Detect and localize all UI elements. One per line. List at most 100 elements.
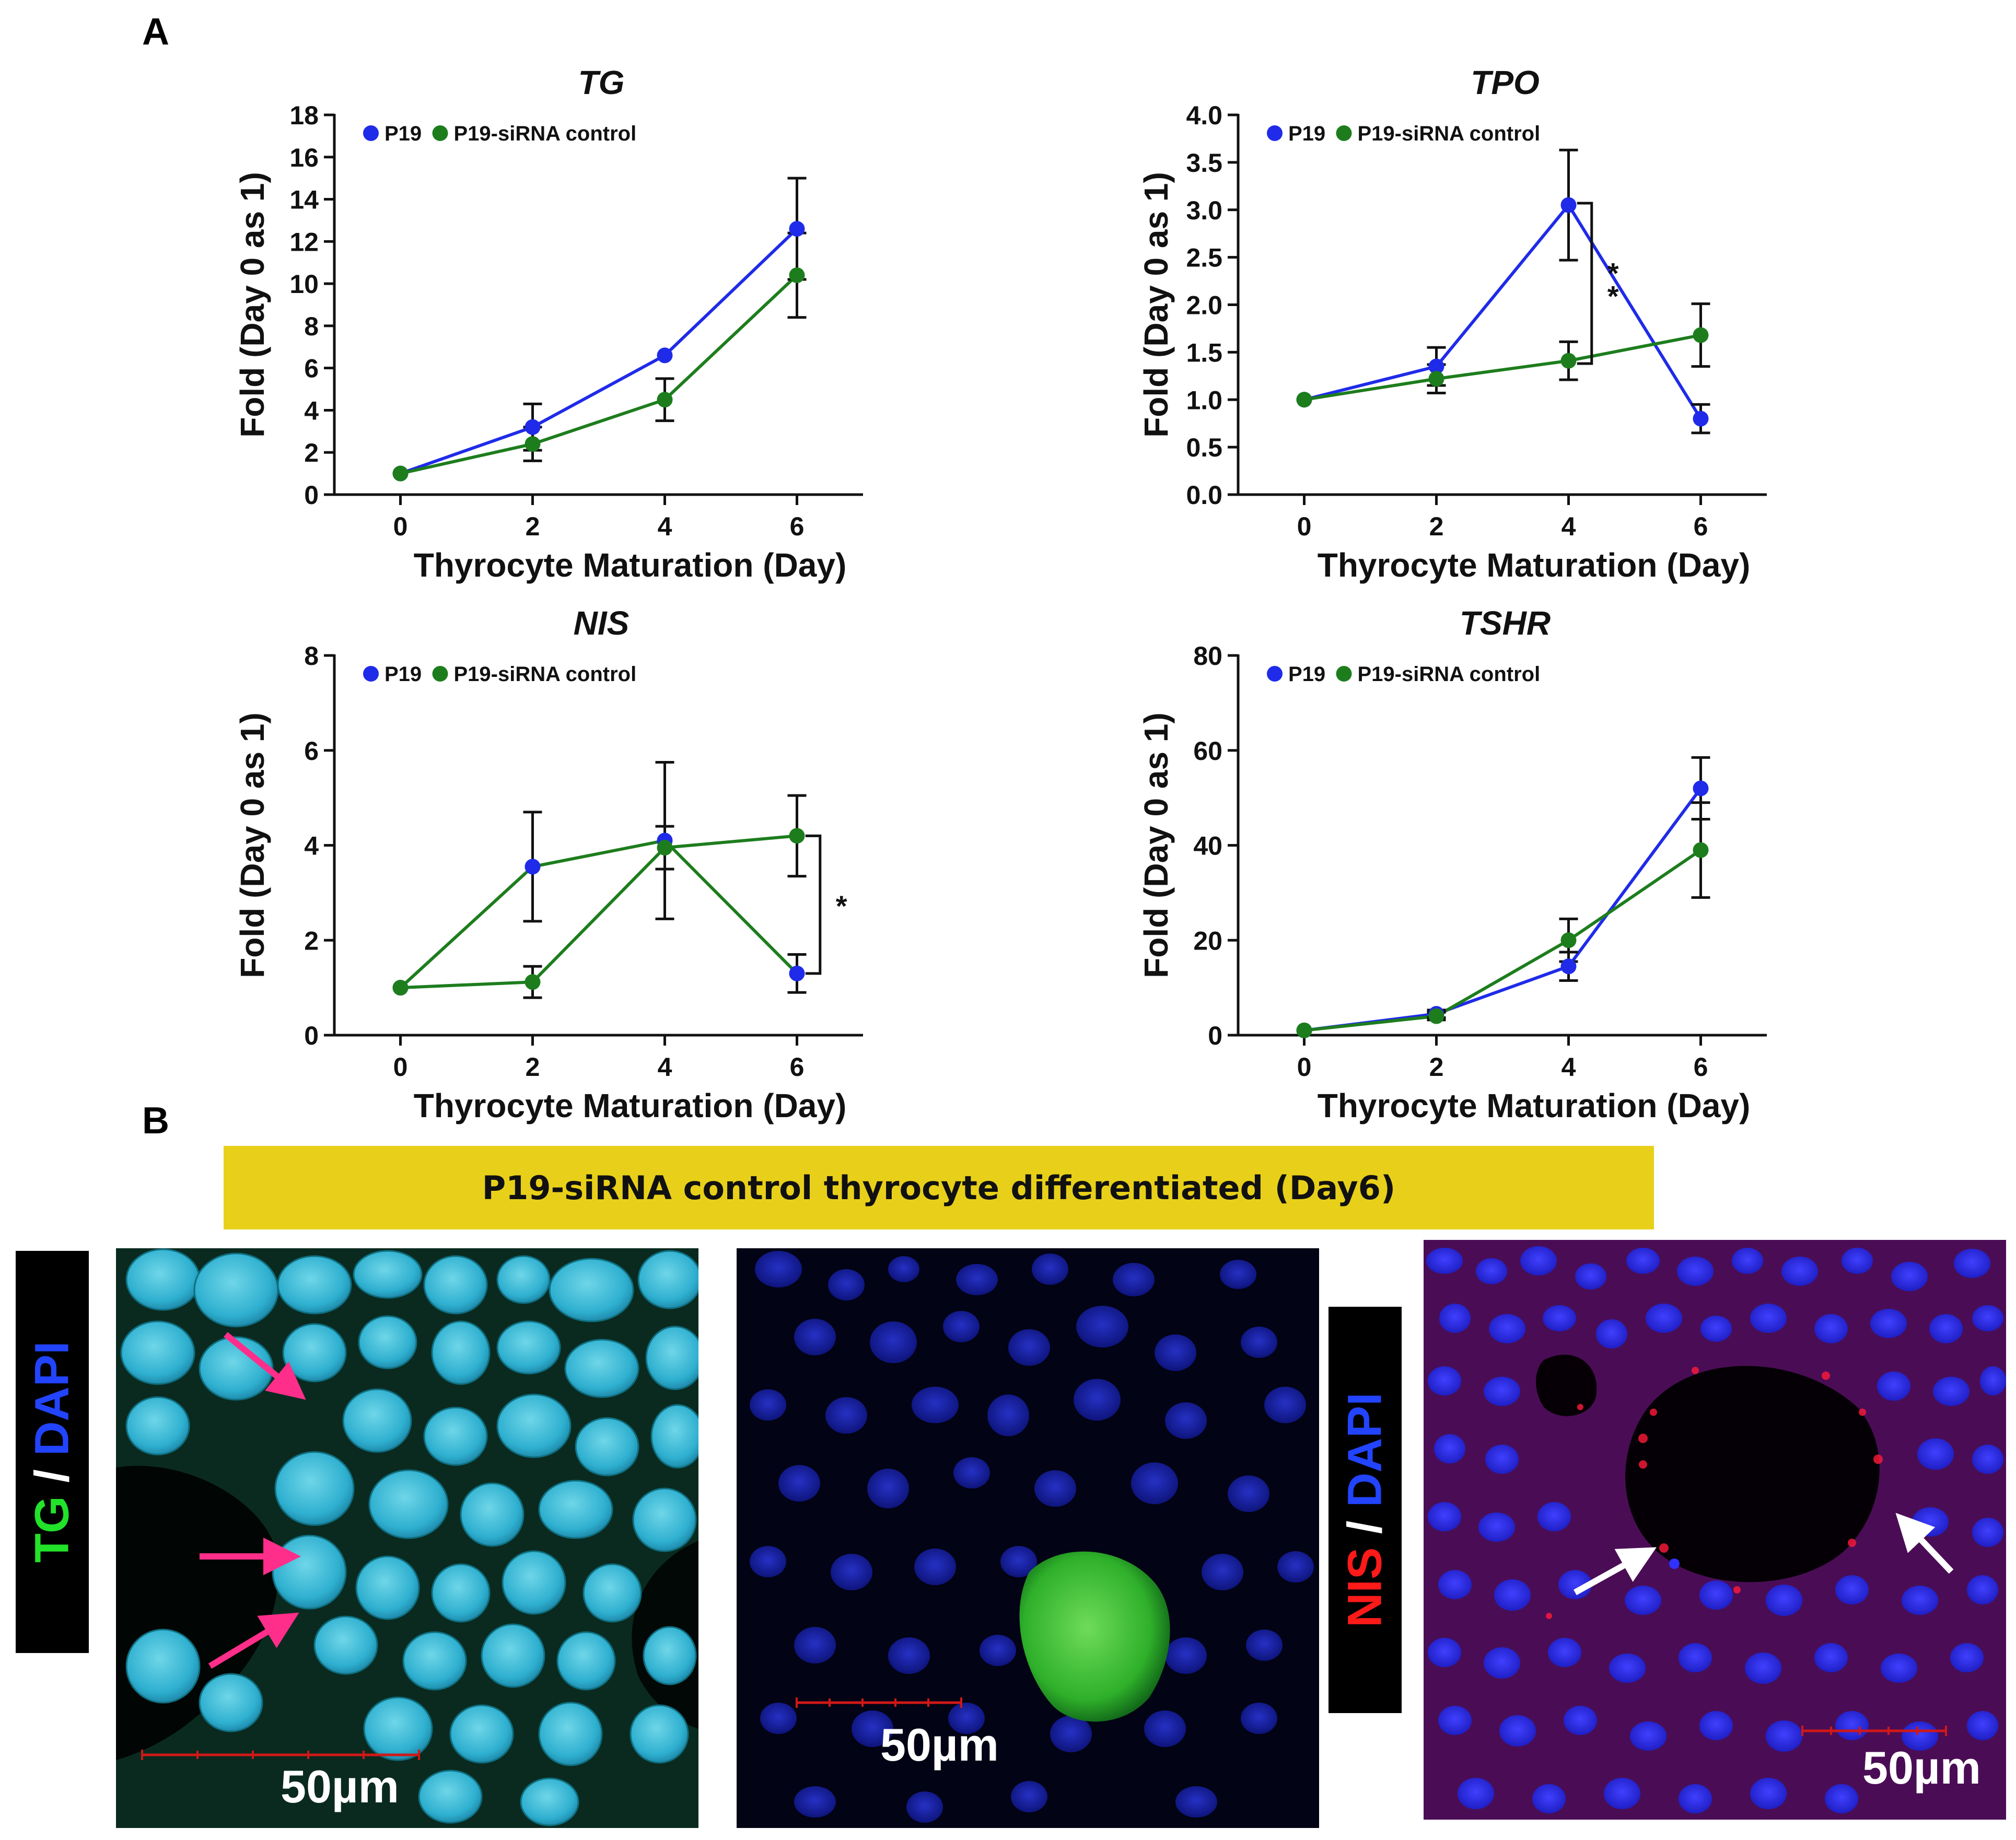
y-tick-label: 2: [304, 438, 319, 467]
legend-label: P19-siRNA control: [1358, 122, 1541, 145]
significance-label: *: [1607, 257, 1619, 290]
tg-label-sep: /: [25, 1456, 79, 1496]
chart-title: TG: [578, 64, 625, 101]
y-tick-label: 6: [304, 354, 319, 383]
x-tick-label: 0: [1297, 1052, 1312, 1082]
y-tick-label: 8: [304, 312, 319, 341]
scale-bar-label: 50µm: [880, 1719, 999, 1771]
series-line: [399, 839, 798, 989]
series-line: [1304, 333, 1702, 402]
legend-label: P19: [1288, 663, 1325, 686]
panel-b-banner: P19-siRNA control thyrocyte differentiat…: [224, 1146, 1654, 1229]
y-tick-label: 0.0: [1186, 480, 1222, 510]
legend-marker: [363, 666, 379, 682]
micrograph-sirna-control-image: [750, 1251, 1314, 1823]
x-tick-label: 0: [393, 512, 408, 541]
y-tick-label: 20: [1193, 926, 1222, 955]
data-point: [1693, 327, 1709, 343]
significance-bracket: [805, 834, 822, 975]
y-tick-label: 0.5: [1186, 433, 1222, 462]
scale-bar-label: 50µm: [1862, 1742, 1981, 1794]
dapi-label-text: DAPI: [1338, 1392, 1392, 1507]
data-point: [1560, 958, 1577, 975]
nis-label-text: NIS: [1338, 1547, 1392, 1627]
x-tick-label: 2: [1429, 512, 1444, 541]
data-point: [1693, 842, 1709, 858]
y-tick-label: 2.0: [1186, 291, 1222, 320]
legend-marker: [363, 125, 379, 141]
series-line: [1303, 202, 1703, 420]
data-point: [657, 347, 673, 364]
y-axis-label: Fold (Day 0 as 1): [234, 172, 271, 438]
x-tick-label: 6: [790, 1052, 805, 1082]
data-point: [525, 436, 541, 452]
x-tick-label: 6: [1694, 512, 1708, 541]
y-tick-label: 60: [1193, 736, 1222, 766]
y-axis-label: Fold (Day 0 as 1): [234, 712, 271, 978]
y-tick-label: 18: [289, 101, 319, 130]
y-tick-label: 14: [289, 185, 319, 215]
x-tick-label: 0: [393, 1052, 408, 1082]
legend-label: P19: [1288, 122, 1325, 145]
data-point: [392, 465, 409, 482]
legend-marker: [1267, 125, 1283, 141]
y-tick-label: 1.0: [1186, 385, 1222, 415]
data-point: [1693, 411, 1709, 427]
nis-label-sep: /: [1338, 1507, 1392, 1548]
chart-title: TPO: [1471, 64, 1540, 101]
data-point: [1428, 358, 1444, 374]
dapi-label-text: DAPI: [25, 1341, 79, 1456]
chart-tg: 0 2 4 6 8 10 12 14 16 18 0 2 4 6 TG Thyrocyte Maturatio…: [234, 64, 863, 584]
data-point: [1428, 1008, 1444, 1024]
x-tick-label: 6: [1694, 1052, 1708, 1082]
micrograph-tg-dapi-image: [116, 1248, 698, 1828]
x-tick-label: 2: [526, 1052, 540, 1082]
panel-b-label: B: [142, 1100, 169, 1142]
significance-label: *: [836, 889, 847, 922]
legend-label: P19: [384, 663, 422, 686]
y-tick-label: 2: [304, 926, 319, 955]
series-line: [400, 227, 798, 475]
x-tick-label: 2: [1429, 1052, 1444, 1082]
data-point: [1296, 1022, 1312, 1038]
x-tick-label: 4: [658, 512, 672, 541]
micrograph-tg-dapi: 50µm: [116, 1248, 698, 1828]
data-point: [789, 828, 805, 844]
legend-marker: [432, 125, 448, 141]
data-point: [1560, 932, 1577, 948]
micrograph-nis-dapi-image: [1424, 1240, 2006, 1820]
y-tick-label: 80: [1193, 641, 1222, 671]
scale-bar-label: 50µm: [281, 1761, 399, 1812]
series-line: [400, 834, 797, 990]
legend-label: P19-siRNA control: [454, 663, 637, 686]
tg-dapi-label: TG / DAPI: [16, 1251, 89, 1653]
legend-marker: [1336, 666, 1352, 682]
y-tick-label: 40: [1193, 831, 1222, 861]
data-point: [525, 419, 541, 435]
y-axis-label: Fold (Day 0 as 1): [1137, 172, 1175, 438]
x-axis-label: Thyrocyte Maturation (Day): [1318, 1087, 1751, 1124]
data-point: [657, 392, 673, 408]
chart-title: TSHR: [1460, 604, 1551, 642]
y-tick-label: 8: [304, 641, 319, 671]
chart-nis: 0 2 4 6 8 0 2 4 6 NIS Thyrocyte Maturation (Day) Fo…: [234, 604, 863, 1124]
data-point: [1296, 392, 1312, 408]
data-point: [525, 974, 541, 990]
data-point: [789, 267, 805, 283]
data-point: [1428, 371, 1444, 387]
data-point: [1693, 780, 1709, 796]
nis-dapi-label: NIS / DAPI: [1329, 1307, 1402, 1713]
y-tick-label: 3.0: [1186, 196, 1222, 225]
y-axis-label: Fold (Day 0 as 1): [1137, 712, 1175, 978]
x-tick-label: 4: [658, 1052, 672, 1082]
y-tick-label: 1.5: [1186, 338, 1222, 367]
y-tick-label: 2.5: [1186, 243, 1222, 273]
y-tick-label: 10: [289, 269, 319, 299]
legend-marker: [1267, 666, 1283, 682]
x-axis-label: Thyrocyte Maturation (Day): [414, 1087, 847, 1124]
legend-label: P19-siRNA control: [454, 122, 637, 145]
tg-label-text: TG: [25, 1496, 79, 1563]
y-tick-label: 4: [304, 396, 319, 425]
x-tick-label: 4: [1561, 1052, 1576, 1082]
